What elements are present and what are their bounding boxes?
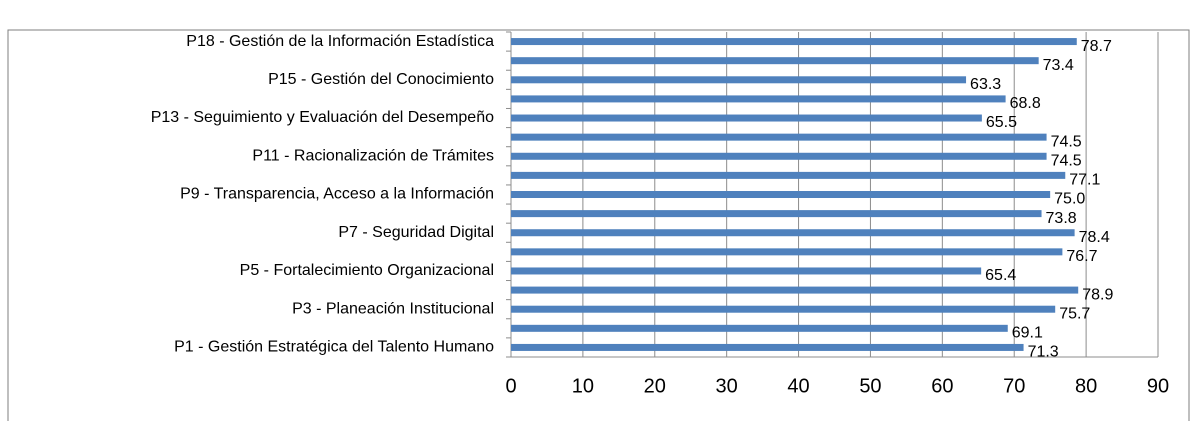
value-label: 77.1 bbox=[1069, 172, 1100, 189]
bar bbox=[511, 152, 1047, 160]
value-label: 74.5 bbox=[1051, 152, 1082, 169]
x-tick-label: 60 bbox=[931, 375, 953, 397]
y-tick-label: P3 - Planeación Institucional bbox=[292, 300, 494, 317]
value-label: 78.9 bbox=[1082, 286, 1113, 303]
value-label: 71.3 bbox=[1028, 344, 1059, 361]
y-tick-label: P15 - Gestión del Conocimiento bbox=[268, 71, 494, 88]
bar bbox=[511, 210, 1042, 218]
value-label: 74.5 bbox=[1051, 133, 1082, 150]
value-label: 65.4 bbox=[985, 267, 1016, 284]
x-tick-label: 70 bbox=[1003, 375, 1025, 397]
x-tick-label: 80 bbox=[1075, 375, 1097, 397]
bar bbox=[511, 57, 1039, 65]
value-label: 75.7 bbox=[1059, 305, 1090, 322]
bar bbox=[511, 305, 1056, 313]
value-label: 63.3 bbox=[970, 76, 1001, 93]
bar bbox=[511, 324, 1008, 332]
bar bbox=[511, 95, 1006, 103]
bar bbox=[511, 76, 967, 84]
x-tick-label: 50 bbox=[859, 375, 881, 397]
bar bbox=[511, 191, 1051, 198]
bar bbox=[511, 286, 1079, 294]
bar bbox=[511, 38, 1077, 46]
x-tick-label: 20 bbox=[644, 375, 666, 397]
y-tick-label: P5 - Fortalecimiento Organizacional bbox=[240, 262, 494, 279]
value-label: 69.1 bbox=[1012, 325, 1043, 342]
value-label: 68.8 bbox=[1010, 95, 1041, 112]
x-tick-label: 90 bbox=[1147, 375, 1169, 397]
bar bbox=[511, 248, 1063, 256]
y-tick-label: P9 - Transparencia, Acceso a la Informac… bbox=[180, 186, 494, 203]
bar bbox=[511, 229, 1075, 237]
x-tick-label: 10 bbox=[572, 375, 594, 397]
y-tick-label: P1 - Gestión Estratégica del Talento Hum… bbox=[174, 339, 494, 356]
value-label: 78.4 bbox=[1079, 229, 1110, 246]
bar bbox=[511, 133, 1047, 141]
value-label: 76.7 bbox=[1066, 248, 1097, 265]
y-tick-label: P18 - Gestión de la Información Estadíst… bbox=[186, 33, 494, 50]
x-tick-label: 0 bbox=[505, 375, 516, 397]
bar bbox=[511, 114, 982, 122]
y-tick-label: P11 - Racionalización de Trámites bbox=[252, 147, 494, 164]
bar bbox=[511, 267, 982, 275]
x-tick-label: 30 bbox=[716, 375, 738, 397]
y-tick-label: P7 - Seguridad Digital bbox=[338, 224, 494, 241]
bar bbox=[511, 171, 1066, 179]
y-tick-label: P13 - Seguimiento y Evaluación del Desem… bbox=[151, 109, 494, 126]
bar bbox=[511, 343, 1024, 351]
value-label: 75.0 bbox=[1054, 191, 1085, 208]
value-label: 65.5 bbox=[986, 114, 1017, 131]
value-label: 73.4 bbox=[1043, 57, 1074, 74]
value-label: 73.8 bbox=[1046, 210, 1077, 227]
x-tick-label: 40 bbox=[787, 375, 809, 397]
value-label: 78.7 bbox=[1081, 38, 1112, 55]
chart-frame bbox=[7, 29, 1190, 421]
